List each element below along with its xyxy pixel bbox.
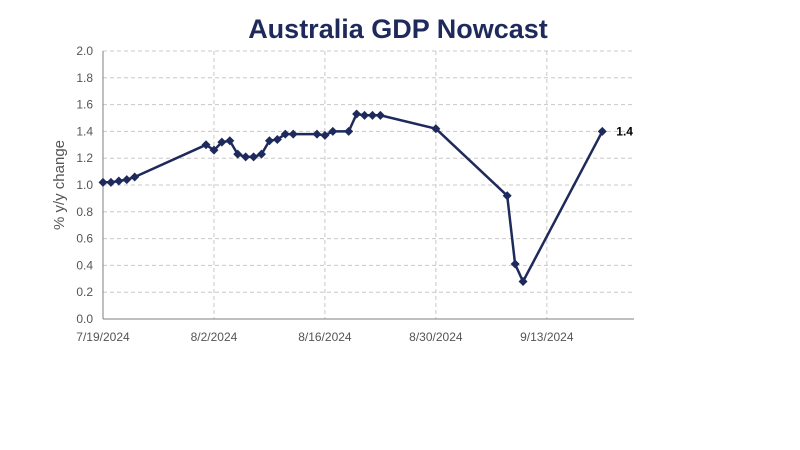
y-tick-label: 2.0 bbox=[76, 44, 93, 58]
x-tick-label: 8/16/2024 bbox=[298, 330, 352, 344]
data-point bbox=[502, 191, 512, 201]
x-tick-label: 9/13/2024 bbox=[520, 330, 574, 344]
data-point bbox=[344, 126, 354, 136]
y-tick-label: 1.2 bbox=[76, 151, 93, 165]
data-point bbox=[225, 136, 235, 146]
data-point bbox=[272, 134, 282, 144]
data-point bbox=[280, 129, 290, 139]
y-tick-label: 0.2 bbox=[76, 285, 93, 299]
data-point bbox=[241, 152, 251, 162]
data-point bbox=[98, 177, 108, 187]
data-point bbox=[217, 137, 227, 147]
data-point bbox=[288, 129, 298, 139]
y-tick-label: 1.4 bbox=[76, 124, 93, 138]
data-point bbox=[320, 130, 330, 140]
data-point bbox=[264, 136, 274, 146]
data-point bbox=[375, 110, 385, 120]
data-point bbox=[352, 109, 362, 119]
y-tick-label: 1.0 bbox=[76, 178, 93, 192]
data-point bbox=[249, 152, 259, 162]
chart-title: Australia GDP Nowcast bbox=[248, 14, 548, 44]
y-tick-label: 1.6 bbox=[76, 98, 93, 112]
data-point bbox=[367, 110, 377, 120]
data-point bbox=[201, 140, 211, 150]
y-tick-label: 0.6 bbox=[76, 232, 93, 246]
y-axis-label: % y/y change bbox=[51, 140, 68, 230]
data-point bbox=[114, 176, 124, 186]
y-tick-label: 1.8 bbox=[76, 71, 93, 85]
end-value-label: 1.4 bbox=[616, 124, 633, 138]
data-point bbox=[122, 175, 132, 185]
data-point bbox=[510, 259, 520, 269]
data-point bbox=[106, 177, 116, 187]
data-point bbox=[431, 124, 441, 134]
data-point bbox=[130, 172, 140, 182]
data-point bbox=[360, 110, 370, 120]
x-tick-label: 8/2/2024 bbox=[191, 330, 238, 344]
data-point bbox=[209, 145, 219, 155]
data-point bbox=[257, 149, 267, 159]
y-tick-label: 0.8 bbox=[76, 205, 93, 219]
data-point bbox=[233, 149, 243, 159]
x-tick-label: 7/19/2024 bbox=[76, 330, 130, 344]
data-point bbox=[328, 126, 338, 136]
data-point bbox=[518, 276, 528, 286]
data-point bbox=[597, 126, 607, 136]
y-tick-label: 0.4 bbox=[76, 258, 93, 272]
x-tick-label: 8/30/2024 bbox=[409, 330, 463, 344]
series-line bbox=[103, 112, 604, 283]
y-tick-label: 0.0 bbox=[76, 312, 93, 326]
data-point bbox=[312, 129, 322, 139]
